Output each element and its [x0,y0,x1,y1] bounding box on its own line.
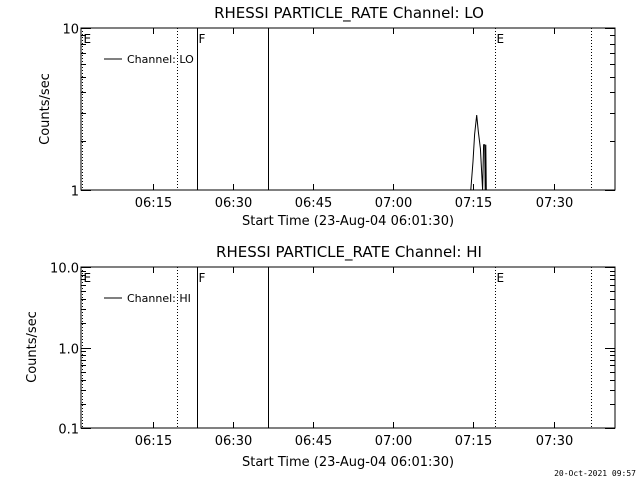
legend-entry: Channel: HI [127,292,191,305]
chart-title: RHESSI PARTICLE_RATE Channel: LO [214,4,484,23]
event-label-4: E [497,271,505,285]
event-label-2: F [199,271,206,285]
y-axis-ticks: 0.1 1.0 10.0 [50,262,615,438]
x-axis-label: Start Time (23-Aug-04 06:01:30) [242,214,454,229]
event-label-0: E [84,271,92,285]
x-tick-label-2: 06:45 [295,434,332,449]
x-axis-ticks: 06:15 06:30 06:45 07:00 07:15 07:30 [135,28,573,211]
x-tick-label-5: 07:30 [536,434,573,449]
x-tick-label-0: 06:15 [135,434,172,449]
y-axis-label: Counts/sec [25,311,40,383]
x-tick-label-1: 06:30 [215,434,252,449]
x-tick-label-0: 06:15 [135,196,172,211]
x-tick-label-1: 06:30 [215,196,252,211]
chart-lo-channel: RHESSI PARTICLE_RATE Channel: LO E F E 06:… [38,4,616,229]
x-tick-label-2: 06:45 [295,196,332,211]
x-tick-label-4: 07:15 [455,434,492,449]
y-tick-label-1: 1.0 [58,343,79,358]
x-tick-label-5: 07:30 [536,196,573,211]
y-axis-label: Counts/sec [38,73,53,145]
chart-title: RHESSI PARTICLE_RATE Channel: HI [216,243,482,262]
legend-entry: Channel: LO [127,53,194,66]
y-tick-label-1: 10 [62,23,79,38]
plot-frame [80,27,616,191]
generated-timestamp: 20-Oct-2021 09:57 [554,469,636,478]
event-label-2: F [199,32,206,46]
series-line-0 [470,115,487,191]
y-tick-label-2: 10.0 [50,262,79,277]
event-label-0: E [84,32,92,46]
y-axis-ticks: 1 10 [62,23,615,200]
x-tick-label-3: 07:00 [375,434,412,449]
y-tick-label-0: 1 [71,185,79,200]
data-series [470,115,487,191]
plot-frame [80,266,616,429]
x-axis-label: Start Time (23-Aug-04 06:01:30) [242,455,454,470]
chart-hi-channel: RHESSI PARTICLE_RATE Channel: HI E F E 06:… [25,243,616,470]
x-tick-label-3: 07:00 [375,196,412,211]
y-tick-label-0: 0.1 [58,423,79,438]
x-tick-label-4: 07:15 [455,196,492,211]
event-label-4: E [497,32,505,46]
x-axis-ticks: 06:15 06:30 06:45 07:00 07:15 07:30 [135,267,573,449]
